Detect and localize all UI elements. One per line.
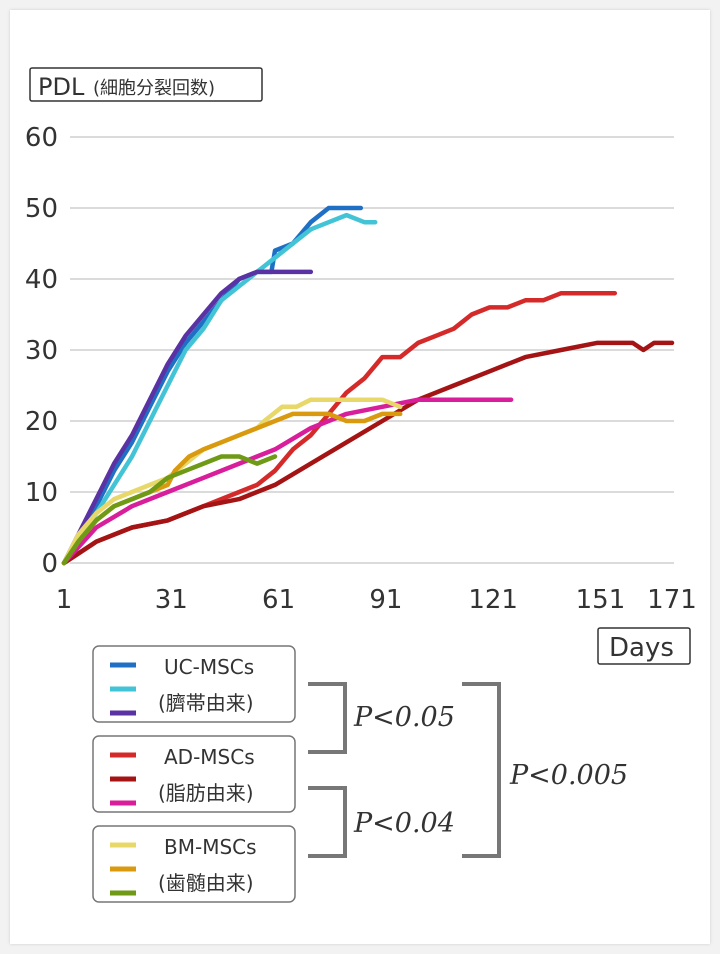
legend-sublabel: (歯髄由来) xyxy=(158,871,254,895)
x-tick-label: 171 xyxy=(647,585,697,615)
bracket-uc-bm xyxy=(462,682,501,858)
bracket-uc-ad xyxy=(308,682,347,754)
y-tick-label: 0 xyxy=(41,549,58,579)
legend-label: BM-MSCs xyxy=(164,835,257,859)
y-tick-label: 40 xyxy=(25,265,58,295)
legend-group-uc-mscs: UC-MSCs (臍帯由来) xyxy=(92,645,296,723)
x-tick-labels: 1 31 61 91 121 151 171 xyxy=(56,585,697,615)
legend-group-bm-mscs: BM-MSCs (歯髄由来) xyxy=(92,825,296,903)
x-tick-label: 31 xyxy=(155,585,188,615)
p-value-uc-ad: P<0.05 xyxy=(353,702,455,733)
y-tick-label: 50 xyxy=(25,194,58,224)
legend-box xyxy=(92,825,296,903)
p-value-uc-bm: P<0.005 xyxy=(509,760,628,791)
y-tick-label: 10 xyxy=(25,478,58,508)
y-axis-label-pdl: PDL xyxy=(38,73,85,101)
legend: UC-MSCs (臍帯由来) AD-MSCs (脂肪由来) BM-MSCs (歯髄由来) xyxy=(92,645,296,903)
series-line-ad-mscs-3 xyxy=(61,397,514,566)
series-line-uc-mscs-3 xyxy=(61,269,314,566)
series-line-uc-mscs-2 xyxy=(61,212,378,566)
y-axis-label: PDL (細胞分裂回数) xyxy=(29,67,263,102)
y-tick-label: 60 xyxy=(25,123,58,153)
legend-sublabel: (臍帯由来) xyxy=(158,691,254,715)
legend-label: AD-MSCs xyxy=(164,745,255,769)
y-tick-labels: 0 10 20 30 40 50 60 xyxy=(25,123,58,579)
y-tick-label: 20 xyxy=(25,407,58,437)
legend-label: UC-MSCs xyxy=(164,655,254,679)
bracket-ad-bm xyxy=(308,786,347,858)
grid-lines xyxy=(70,136,674,564)
legend-group-ad-mscs: AD-MSCs (脂肪由来) xyxy=(92,735,296,813)
series-line-bm-mscs-3 xyxy=(61,454,278,566)
legend-box xyxy=(92,645,296,723)
x-tick-label: 151 xyxy=(576,585,626,615)
y-axis-label-note: (細胞分裂回数) xyxy=(93,78,215,99)
x-axis-label-days: Days xyxy=(609,633,674,663)
p-value-ad-bm: P<0.04 xyxy=(353,808,455,839)
x-tick-label: 1 xyxy=(56,585,73,615)
y-tick-label: 30 xyxy=(25,336,58,366)
x-tick-label: 61 xyxy=(262,585,295,615)
series-lines xyxy=(61,205,675,566)
legend-sublabel: (脂肪由来) xyxy=(158,781,254,805)
x-axis-label: Days xyxy=(597,627,691,665)
significance-brackets xyxy=(308,682,501,858)
x-tick-label: 91 xyxy=(369,585,402,615)
legend-box xyxy=(92,735,296,813)
x-tick-label: 121 xyxy=(468,585,518,615)
